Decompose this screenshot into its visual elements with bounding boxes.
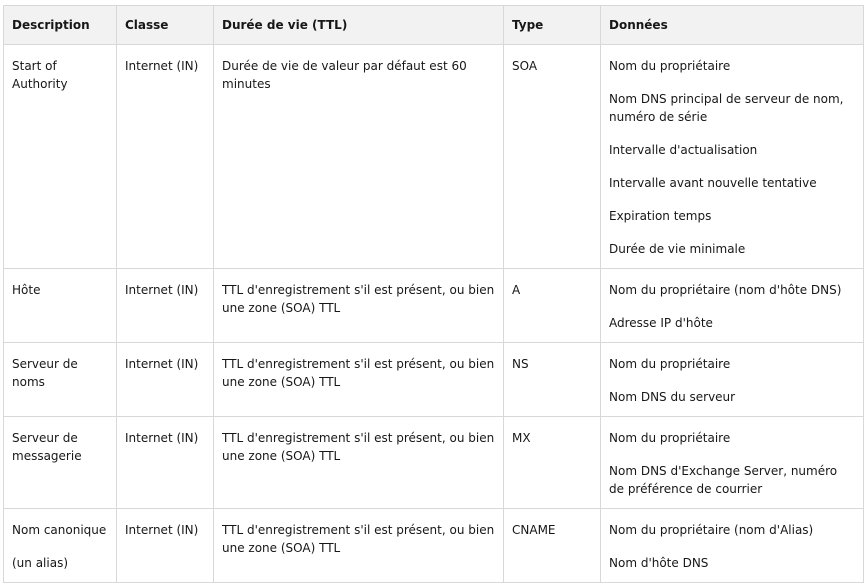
cell-ttl: TTL d'enregistrement s'il est présent, o…: [213, 268, 504, 343]
description-text: Serveur de noms: [12, 357, 78, 389]
classe-text: Internet (IN): [125, 283, 199, 297]
ttl-text: TTL d'enregistrement s'il est présent, o…: [222, 357, 495, 389]
description-text: Start of Authority: [12, 59, 68, 91]
cell-donnees: Nom du propriétaire Nom DNS principal de…: [600, 44, 864, 269]
cell-type: NS: [503, 342, 601, 417]
cell-type: A: [503, 268, 601, 343]
table-row: Nom canonique (un alias) Internet (IN) T…: [3, 508, 864, 583]
ttl-text: TTL d'enregistrement s'il est présent, o…: [222, 283, 495, 315]
table-header-row: Description Classe Durée de vie (TTL) Ty…: [3, 5, 864, 45]
cell-classe: Internet (IN): [116, 508, 214, 583]
donnees-item: Intervalle avant nouvelle tentative: [609, 176, 817, 190]
cell-classe: Internet (IN): [116, 342, 214, 417]
cell-type: MX: [503, 416, 601, 509]
description-text: Nom canonique: [12, 523, 107, 537]
ttl-text: TTL d'enregistrement s'il est présent, o…: [222, 431, 495, 463]
cell-donnees: Nom du propriétaire Nom DNS d'Exchange S…: [600, 416, 864, 509]
cell-ttl: TTL d'enregistrement s'il est présent, o…: [213, 416, 504, 509]
cell-donnees: Nom du propriétaire Nom DNS du serveur: [600, 342, 864, 417]
ttl-text: TTL d'enregistrement s'il est présent, o…: [222, 523, 495, 555]
cell-description: Serveur de messagerie: [3, 416, 117, 509]
donnees-item: Adresse IP d'hôte: [609, 316, 713, 330]
description-text: (un alias): [12, 556, 69, 570]
classe-text: Internet (IN): [125, 431, 199, 445]
header-type: Type: [503, 5, 601, 45]
dns-records-table: Description Classe Durée de vie (TTL) Ty…: [3, 5, 864, 583]
classe-text: Internet (IN): [125, 59, 199, 73]
ttl-text: Durée de vie de valeur par défaut est 60…: [222, 59, 467, 91]
donnees-item: Nom DNS d'Exchange Server, numéro de pré…: [609, 464, 838, 496]
cell-type: SOA: [503, 44, 601, 269]
header-donnees: Données: [600, 5, 864, 45]
donnees-item: Nom d'hôte DNS: [609, 556, 709, 570]
cell-classe: Internet (IN): [116, 416, 214, 509]
donnees-item: Nom DNS du serveur: [609, 390, 736, 404]
donnees-item: Nom du propriétaire (nom d'Alias): [609, 523, 814, 537]
cell-description: Hôte: [3, 268, 117, 343]
type-text: A: [512, 283, 521, 297]
table-row: Hôte Internet (IN) TTL d'enregistrement …: [3, 268, 864, 343]
cell-description: Nom canonique (un alias): [3, 508, 117, 583]
header-description: Description: [3, 5, 117, 45]
description-text: Hôte: [12, 283, 41, 297]
table-row: Start of Authority Internet (IN) Durée d…: [3, 44, 864, 269]
table-row: Serveur de messagerie Internet (IN) TTL …: [3, 416, 864, 509]
type-text: CNAME: [512, 523, 556, 537]
donnees-item: Nom du propriétaire (nom d'hôte DNS): [609, 283, 842, 297]
header-ttl: Durée de vie (TTL): [213, 5, 504, 45]
cell-classe: Internet (IN): [116, 268, 214, 343]
cell-description: Serveur de noms: [3, 342, 117, 417]
donnees-item: Nom DNS principal de serveur de nom, num…: [609, 92, 844, 124]
cell-ttl: TTL d'enregistrement s'il est présent, o…: [213, 508, 504, 583]
cell-ttl: TTL d'enregistrement s'il est présent, o…: [213, 342, 504, 417]
cell-ttl: Durée de vie de valeur par défaut est 60…: [213, 44, 504, 269]
donnees-item: Expiration temps: [609, 209, 712, 223]
cell-donnees: Nom du propriétaire (nom d'hôte DNS) Adr…: [600, 268, 864, 343]
type-text: MX: [512, 431, 531, 445]
description-text: Serveur de messagerie: [12, 431, 82, 463]
header-classe: Classe: [116, 5, 214, 45]
cell-description: Start of Authority: [3, 44, 117, 269]
classe-text: Internet (IN): [125, 357, 199, 371]
type-text: SOA: [512, 59, 538, 73]
table-row: Serveur de noms Internet (IN) TTL d'enre…: [3, 342, 864, 417]
cell-classe: Internet (IN): [116, 44, 214, 269]
cell-donnees: Nom du propriétaire (nom d'Alias) Nom d'…: [600, 508, 864, 583]
donnees-item: Nom du propriétaire: [609, 59, 731, 73]
classe-text: Internet (IN): [125, 523, 199, 537]
cell-type: CNAME: [503, 508, 601, 583]
donnees-item: Nom du propriétaire: [609, 357, 731, 371]
donnees-item: Nom du propriétaire: [609, 431, 731, 445]
donnees-item: Durée de vie minimale: [609, 242, 746, 256]
donnees-item: Intervalle d'actualisation: [609, 143, 758, 157]
type-text: NS: [512, 357, 529, 371]
